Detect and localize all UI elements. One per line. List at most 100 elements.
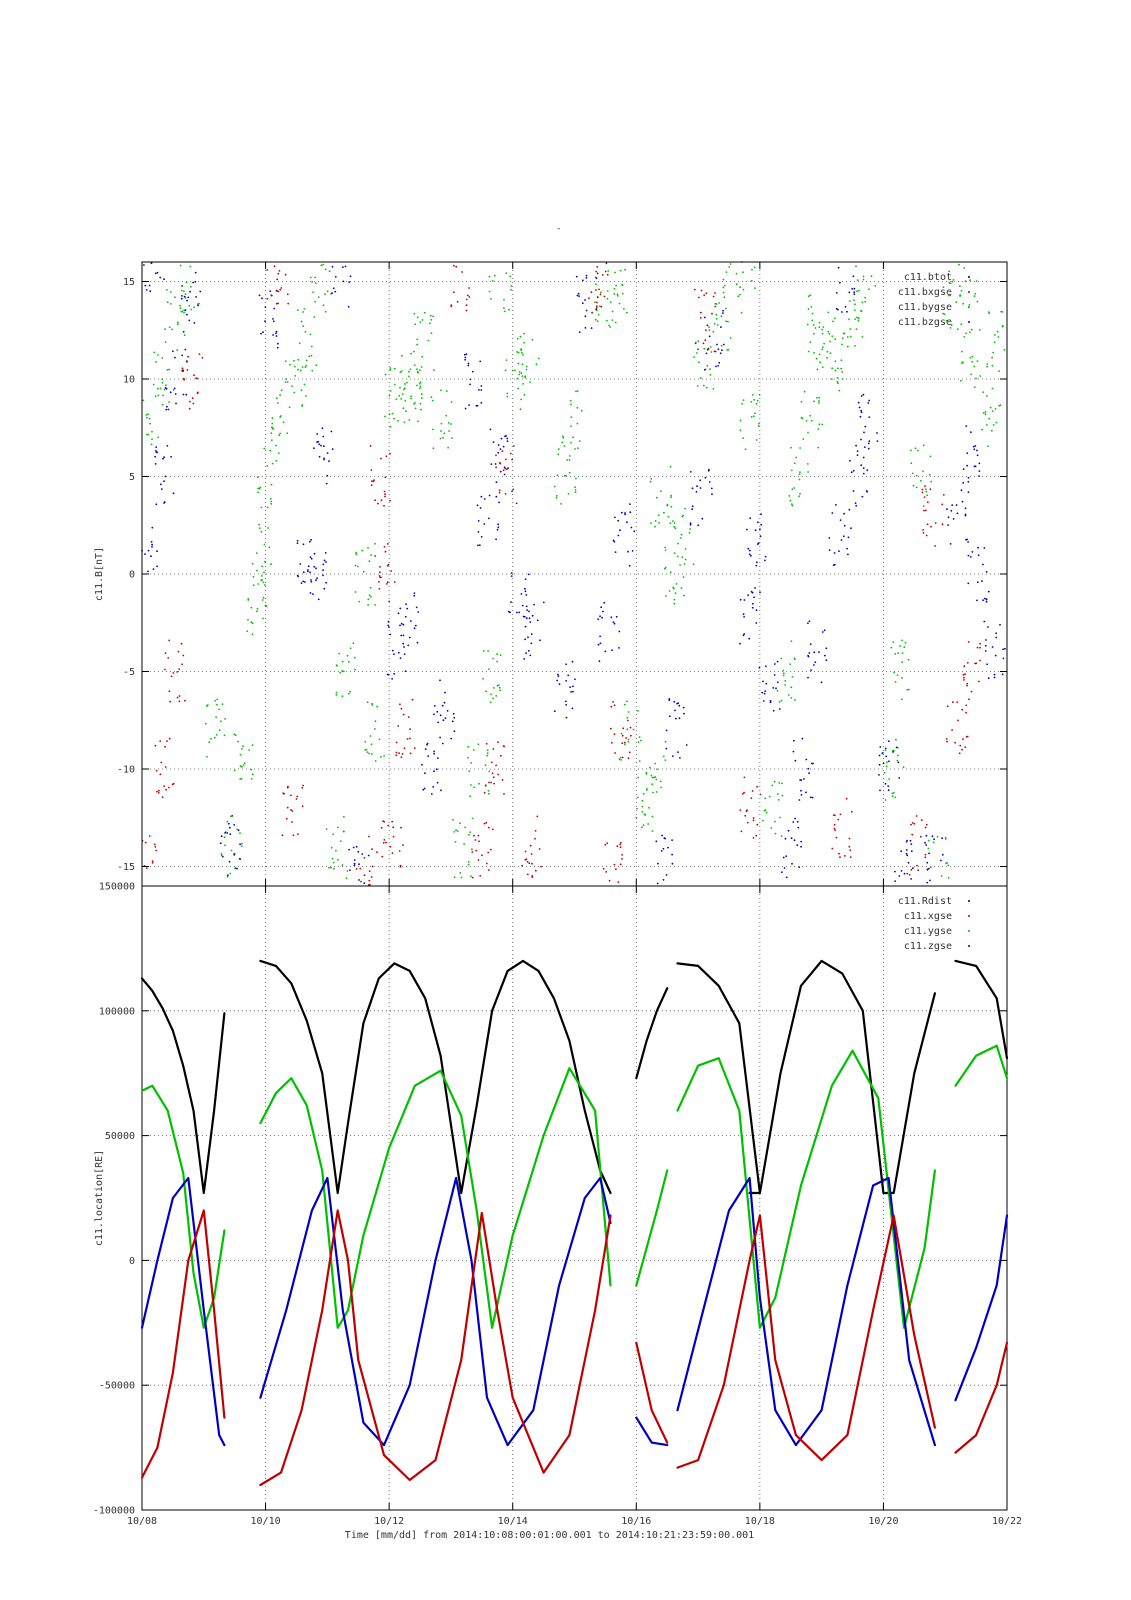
b-point-bygse <box>277 452 280 454</box>
b-point-bygse <box>992 424 995 426</box>
b-point-bygse <box>818 423 821 426</box>
b-point-bygse <box>993 341 996 343</box>
b-point-bxgse <box>839 856 841 859</box>
b-point-bygse <box>486 752 489 755</box>
b-point-bxgse <box>456 300 459 303</box>
b-point-bzgse <box>612 539 615 542</box>
b-point-bzgse <box>194 271 197 274</box>
b-point-bygse <box>214 700 217 702</box>
b-point-bxgse <box>487 851 490 854</box>
b-point-bxgse <box>148 835 151 837</box>
b-point-bygse <box>164 328 167 331</box>
b-point-bzgse <box>603 601 606 604</box>
b-point-bygse <box>751 268 753 271</box>
b-point-bxgse <box>383 546 386 548</box>
b-point-bygse <box>856 279 859 281</box>
b-point-bxgse <box>155 769 158 772</box>
b-point-bygse <box>641 799 644 802</box>
b-point-bzgse <box>868 416 871 418</box>
b-point-bzgse <box>805 791 807 794</box>
b-point-bxgse <box>390 570 393 572</box>
b-point-bygse <box>649 480 652 483</box>
b-point-bygse <box>650 477 653 480</box>
b-point-bygse <box>771 784 774 787</box>
p1-legend-label: c11.bzgse <box>898 317 952 328</box>
b-point-bzgse <box>358 863 360 866</box>
b-point-bzgse <box>696 485 698 488</box>
x-tick-label: 10/14 <box>498 1516 528 1527</box>
b-point-bzgse <box>862 393 865 396</box>
b-point-bzgse <box>668 698 671 700</box>
b-point-bygse <box>651 830 654 832</box>
b-point-bygse <box>991 410 994 412</box>
b-point-bzgse <box>850 527 852 530</box>
b-point-bygse <box>742 437 745 440</box>
b-point-bzgse <box>510 575 513 577</box>
b-point-bxgse <box>504 467 507 470</box>
b-point-bygse <box>403 421 406 424</box>
b-point-bzgse <box>172 492 175 495</box>
b-point-bygse <box>257 491 259 494</box>
b-point-bygse <box>402 407 405 410</box>
b-point-bzgse <box>536 619 539 622</box>
b-point-bxgse <box>277 302 279 305</box>
b-point-bzgse <box>322 435 325 438</box>
b-point-bzgse <box>835 504 837 506</box>
b-point-bygse <box>302 311 304 313</box>
b-point-bygse <box>393 417 395 420</box>
b-point-bzgse <box>991 646 994 648</box>
b-point-bygse <box>669 465 672 468</box>
b-point-bxgse <box>393 581 396 583</box>
b-point-bygse <box>210 737 212 740</box>
b-point-bygse <box>490 298 492 300</box>
b-point-bygse <box>503 310 506 313</box>
b-point-bzgse <box>524 587 526 590</box>
b-point-bygse <box>627 738 630 741</box>
location-panel: -100000-50000050000100000150000c11.locat… <box>93 882 1022 1542</box>
b-point-bzgse <box>185 393 188 396</box>
b-point-bzgse <box>905 849 908 851</box>
b-point-bygse <box>251 622 254 625</box>
b-point-bzgse <box>585 274 588 277</box>
b-point-bzgse <box>414 624 417 627</box>
b-point-bygse <box>208 741 211 744</box>
b-point-bygse <box>1000 310 1003 313</box>
b-point-bygse <box>270 432 273 435</box>
b-point-bzgse <box>312 593 314 595</box>
b-point-bxgse <box>401 753 404 755</box>
b-point-bygse <box>951 280 954 283</box>
b-point-bxgse <box>524 850 527 853</box>
b-point-bygse <box>398 394 401 397</box>
b-point-bygse <box>563 474 566 477</box>
b-point-bygse <box>374 728 376 730</box>
p1-legend-label: c11.btot <box>904 272 952 283</box>
b-point-bygse <box>156 387 159 390</box>
b-point-bygse <box>529 381 532 384</box>
b-point-bygse <box>645 771 648 774</box>
b-point-bygse <box>226 876 229 878</box>
b-point-bygse <box>408 370 410 373</box>
b-point-bygse <box>682 576 685 578</box>
b-point-bxgse <box>168 690 171 693</box>
b-point-bzgse <box>978 470 981 472</box>
b-point-bygse <box>960 289 963 292</box>
b-point-bxgse <box>385 583 388 585</box>
b-point-bygse <box>791 488 794 491</box>
b-point-bzgse <box>530 633 533 635</box>
b-point-bygse <box>816 368 819 371</box>
b-point-bygse <box>927 839 930 842</box>
b-point-bxgse <box>301 805 304 808</box>
b-point-bxgse <box>495 764 497 767</box>
b-point-bygse <box>974 293 977 295</box>
b-point-bygse <box>963 336 966 338</box>
b-point-bzgse <box>516 611 518 614</box>
b-point-bygse <box>251 744 254 747</box>
b-point-bzgse <box>856 454 859 456</box>
b-point-bzgse <box>868 440 871 442</box>
b-point-bxgse <box>712 295 715 298</box>
b-point-bxgse <box>374 499 376 502</box>
b-point-bxgse <box>503 745 505 748</box>
b-point-bygse <box>673 552 676 554</box>
b-point-bygse <box>262 581 265 584</box>
